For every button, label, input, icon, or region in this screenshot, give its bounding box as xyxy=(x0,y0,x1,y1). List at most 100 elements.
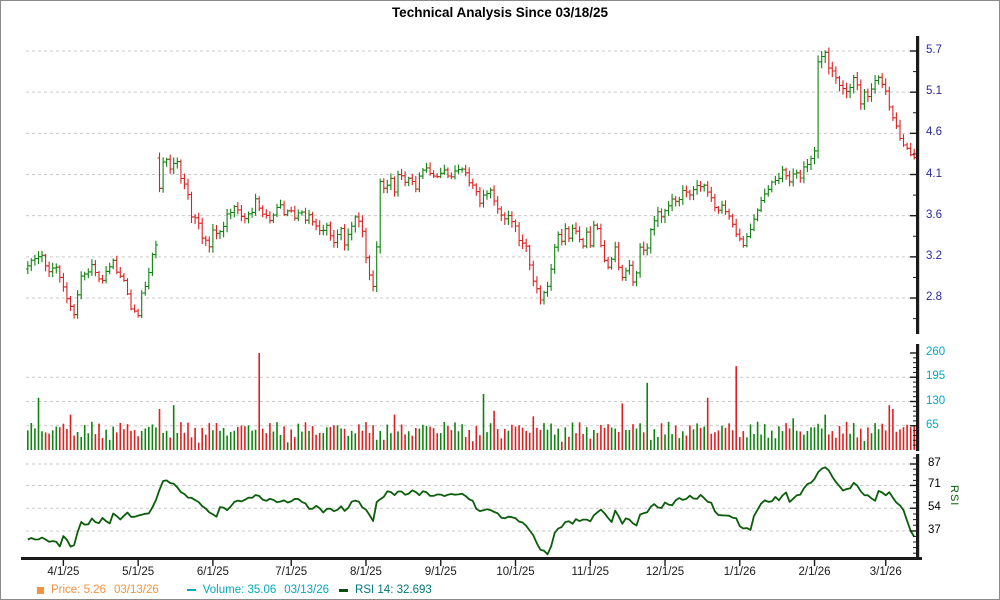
ohlc-bar xyxy=(364,227,368,264)
volume-bar xyxy=(724,427,727,450)
ohlc-bar xyxy=(688,189,692,201)
volume-bar xyxy=(418,428,421,450)
ohlc-bar xyxy=(563,223,568,246)
ohlc-bar xyxy=(421,168,425,179)
x-axis-label: 6/1/25 xyxy=(196,566,229,578)
volume-bar xyxy=(411,435,414,450)
volume-bar xyxy=(739,437,741,450)
ohlc-bar xyxy=(143,281,148,296)
ohlc-bar xyxy=(517,221,521,247)
x-axis-label: 7/1/25 xyxy=(275,566,308,578)
volume-bar xyxy=(212,430,214,450)
ohlc-bar xyxy=(314,218,318,231)
ohlc-bar xyxy=(378,178,383,254)
ohlc-bar xyxy=(880,73,885,89)
volume-bar xyxy=(895,431,898,450)
price-pane xyxy=(25,47,917,319)
ohlc-bar xyxy=(791,168,796,187)
ohlc-bar xyxy=(777,172,781,185)
ohlc-bar xyxy=(723,200,728,215)
ohlc-bar xyxy=(478,187,482,208)
ohlc-bar xyxy=(645,243,650,256)
ohlc-bar xyxy=(887,86,892,111)
volume-bar xyxy=(785,423,787,450)
volume-bar xyxy=(62,423,65,450)
ohlc-bar xyxy=(802,161,806,184)
volume-bar xyxy=(803,434,805,450)
volume-bar xyxy=(635,428,638,450)
rsi-side-label: RSI xyxy=(948,485,960,507)
ohlc-bar xyxy=(435,173,440,179)
volume-bar xyxy=(678,438,681,450)
ohlc-bar xyxy=(823,50,828,64)
ohlc-bar xyxy=(812,147,817,165)
ohlc-bar xyxy=(727,208,731,220)
ohlc-bar xyxy=(243,213,247,224)
rsi-axis-label: 37 xyxy=(928,524,941,536)
ohlc-bar xyxy=(502,212,507,225)
ohlc-bar xyxy=(25,261,30,275)
ohlc-bar xyxy=(136,308,140,318)
volume-bar xyxy=(468,430,470,450)
volume-bar xyxy=(472,441,474,450)
volume-bar xyxy=(550,423,552,450)
volume-bar xyxy=(343,428,346,450)
volume-bar xyxy=(557,428,559,450)
volume-bar xyxy=(197,442,200,450)
ohlc-bar xyxy=(734,218,739,237)
volume-bar xyxy=(233,430,236,450)
volume-bar xyxy=(194,427,196,450)
ohlc-bar xyxy=(460,167,464,173)
ohlc-bar xyxy=(873,75,877,94)
ohlc-bar xyxy=(139,290,144,318)
volume-bar xyxy=(614,428,616,450)
volume-bar xyxy=(176,433,179,450)
volume-bar xyxy=(546,429,549,450)
volume-bar xyxy=(91,421,93,450)
ohlc-bar xyxy=(787,170,792,187)
volume-bar xyxy=(593,430,595,450)
ohlc-bar xyxy=(179,159,183,184)
volume-bar xyxy=(336,425,339,450)
volume-bar xyxy=(133,430,136,450)
volume-bar xyxy=(671,434,673,450)
ohlc-bar xyxy=(264,209,269,219)
ohlc-bar xyxy=(196,212,201,230)
volume-bar xyxy=(183,432,186,450)
volume-bar xyxy=(126,424,129,450)
ohlc-bar xyxy=(200,217,205,245)
x-axis-label: 10/1/25 xyxy=(496,566,535,578)
volume-bar xyxy=(842,433,844,450)
ohlc-bar xyxy=(257,196,262,212)
volume-bar xyxy=(778,426,780,450)
ohlc-bar xyxy=(385,179,390,194)
ohlc-bar xyxy=(591,220,596,248)
volume-bar xyxy=(258,353,260,450)
price-axis-label: 5.1 xyxy=(926,85,942,98)
volume-bar xyxy=(902,427,905,450)
volume-bar xyxy=(682,431,684,450)
volume-bar xyxy=(112,426,114,450)
volume-bar xyxy=(450,430,453,450)
volume-axis-label: 195 xyxy=(926,370,946,383)
volume-bar xyxy=(116,432,118,450)
volume-bar xyxy=(660,423,663,450)
ohlc-bar xyxy=(691,186,696,201)
ohlc-bar xyxy=(164,157,169,167)
volume-bar xyxy=(521,427,524,450)
volume-legend-marker-icon xyxy=(186,589,196,591)
volume-bar xyxy=(892,409,894,450)
ohlc-bar xyxy=(488,187,493,199)
ohlc-bar xyxy=(275,203,279,218)
ohlc-bar xyxy=(535,276,539,294)
ohlc-bar xyxy=(292,205,297,221)
volume-bar xyxy=(906,424,908,450)
volume-bar xyxy=(771,430,773,450)
ohlc-bar xyxy=(510,211,514,228)
ohlc-bar xyxy=(381,178,386,194)
volume-bar xyxy=(909,427,912,450)
volume-bar xyxy=(699,427,702,450)
volume-bar xyxy=(899,429,901,450)
ohlc-bar xyxy=(819,51,824,69)
